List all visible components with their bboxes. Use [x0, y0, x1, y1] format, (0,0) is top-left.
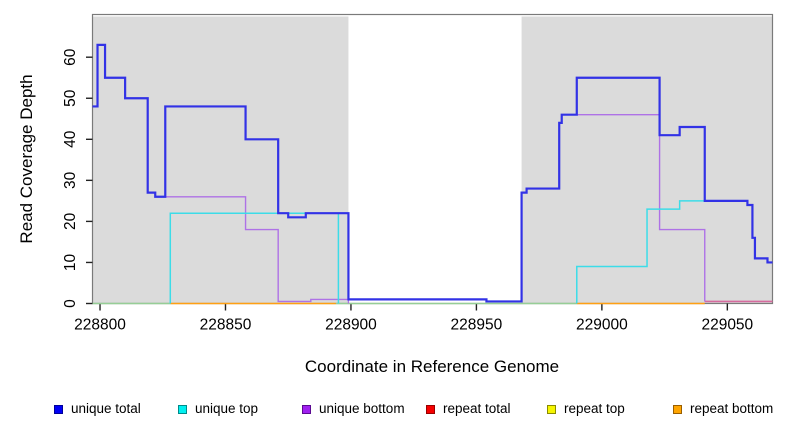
- x-axis: 228800 228850 228900 228950 229000 229050: [74, 303, 754, 334]
- x-axis-title: Coordinate in Reference Genome: [304, 357, 560, 376]
- y-axis: 0 10 20 30 40 50 60: [62, 48, 93, 308]
- y-tick-label: 10: [62, 253, 79, 271]
- y-tick-label: 40: [62, 130, 79, 148]
- x-tick-label: 229000: [576, 317, 628, 334]
- legend-item-unique-top: unique top: [178, 401, 258, 417]
- y-tick-label: 20: [62, 212, 79, 230]
- x-tick-label: 228800: [74, 317, 126, 334]
- legend-swatch-icon: [54, 404, 63, 414]
- legend-label: repeat top: [564, 401, 625, 416]
- y-tick-label: 30: [62, 171, 79, 189]
- y-tick-label: 50: [62, 89, 79, 107]
- legend-item-repeat-total: repeat total: [426, 401, 511, 417]
- series-unique-bottom: [157, 113, 706, 304]
- legend-swatch-icon: [547, 404, 556, 414]
- legend-label: unique bottom: [319, 401, 405, 416]
- shaded-region-0: [92, 16, 349, 303]
- legend-label: unique top: [195, 401, 259, 416]
- y-tick-label: 60: [62, 48, 79, 66]
- legend-label: repeat bottom: [690, 401, 774, 416]
- legend-swatch-icon: [178, 404, 187, 414]
- series-path: [561, 113, 706, 302]
- legend-label: unique total: [71, 401, 141, 416]
- series-path: [169, 212, 340, 304]
- baseline-strips: [92, 300, 773, 305]
- y-tick-label: 0: [62, 299, 79, 308]
- x-tick-label: 228900: [325, 317, 377, 334]
- series-path: [157, 196, 350, 304]
- series-path: [92, 43, 773, 303]
- legend-swatch-icon: [673, 404, 682, 414]
- x-tick-label: 228950: [451, 317, 503, 334]
- series-unique-total: [92, 43, 773, 303]
- legend-swatch-icon: [426, 404, 435, 414]
- legend-item-unique-total: unique total: [54, 401, 141, 417]
- legend-item-repeat-top: repeat top: [547, 401, 625, 417]
- legend-swatch-icon: [302, 404, 311, 414]
- legend-label: repeat total: [443, 401, 511, 416]
- y-axis-title: Read Coverage Depth: [17, 74, 36, 244]
- x-tick-label: 229050: [701, 317, 753, 334]
- x-tick-label: 228850: [200, 317, 252, 334]
- legend-item-repeat-bottom: repeat bottom: [673, 401, 773, 417]
- legend-item-unique-bottom: unique bottom: [302, 401, 405, 417]
